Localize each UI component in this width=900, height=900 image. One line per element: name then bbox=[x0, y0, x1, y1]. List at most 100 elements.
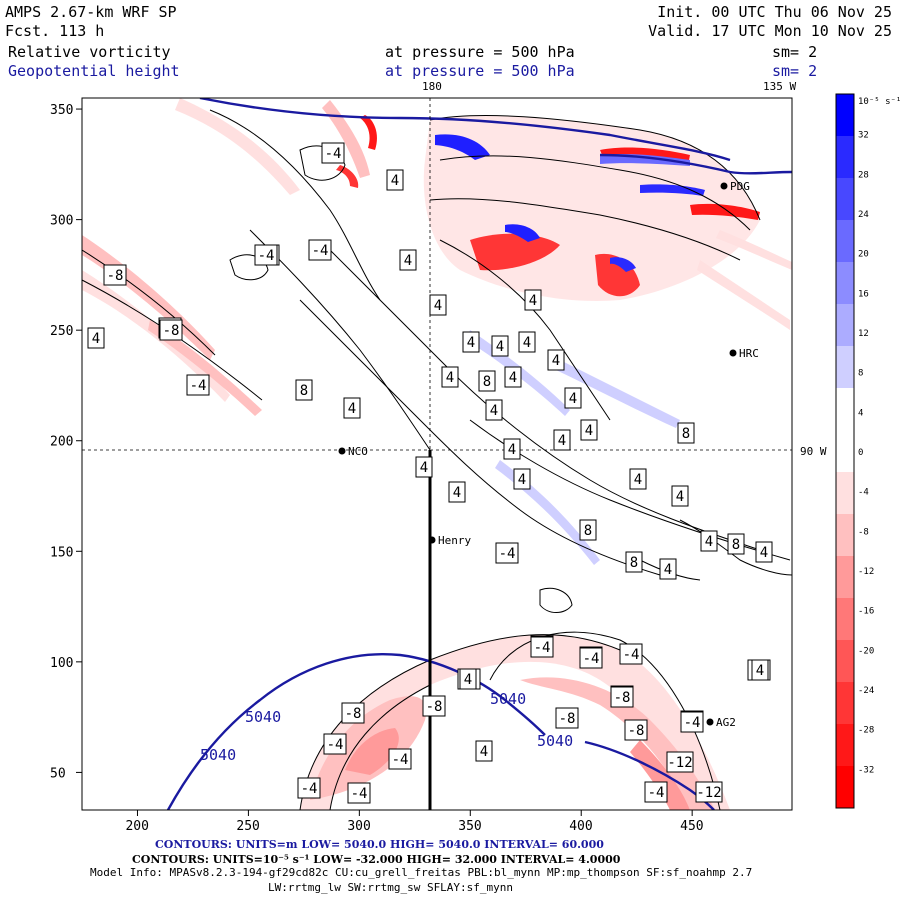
station-dot bbox=[720, 182, 728, 190]
label-value: 4 bbox=[518, 472, 526, 488]
footer-height-contours: CONTOURS: UNITS=m LOW= 5040.0 HIGH= 5040… bbox=[155, 838, 604, 851]
label-box bbox=[341, 702, 365, 724]
station-label: NCO bbox=[348, 445, 368, 458]
colorbar-tick-label: 0 bbox=[858, 448, 863, 458]
colorbar-segment bbox=[836, 514, 854, 557]
vorticity-contour-label: 4 bbox=[580, 419, 598, 441]
label-box bbox=[462, 331, 480, 353]
label-value: -4 bbox=[258, 248, 275, 264]
label-value: -4 bbox=[301, 781, 318, 797]
label-value: 4 bbox=[464, 672, 472, 688]
vorticity-contour-label: 4 bbox=[441, 366, 459, 388]
colorbar-tick-label: 12 bbox=[858, 329, 869, 339]
field2-name: Geopotential height bbox=[8, 62, 180, 80]
vorticity-contour-label: 8 bbox=[727, 533, 745, 555]
label-value: 4 bbox=[434, 298, 442, 314]
vorticity-contour-label: 4 bbox=[513, 468, 531, 490]
colorbar-unit: 10⁻⁵ s⁻¹ bbox=[858, 97, 900, 107]
label-box bbox=[323, 733, 347, 755]
label-box bbox=[186, 374, 210, 396]
vorticity-contour-label: 8 bbox=[295, 379, 313, 401]
label-box bbox=[580, 419, 598, 441]
label-value: 8 bbox=[732, 537, 740, 553]
vorticity-contour-label: 4 bbox=[343, 397, 361, 419]
label-box bbox=[478, 370, 496, 392]
colorbar-segment bbox=[836, 598, 854, 641]
y-tick-label: 200 bbox=[50, 435, 73, 450]
label-value: 4 bbox=[391, 173, 399, 189]
x-tick-label: 300 bbox=[347, 819, 370, 834]
vorticity-contour-label: 4 bbox=[547, 349, 565, 371]
y-tick-label: 50 bbox=[50, 766, 66, 781]
x-tick-label: 400 bbox=[569, 819, 592, 834]
vorticity-contour-label: -4 bbox=[644, 781, 668, 803]
colorbar-segment bbox=[836, 136, 854, 179]
vorticity-contour-label: 4 bbox=[564, 387, 582, 409]
label-box bbox=[619, 643, 643, 665]
label-value: -8 bbox=[163, 323, 180, 339]
height-label: 5040 bbox=[490, 690, 526, 708]
label-value: -4 bbox=[499, 546, 516, 562]
label-box bbox=[564, 387, 582, 409]
label-box bbox=[386, 169, 404, 191]
field1-name: Relative vorticity bbox=[8, 43, 171, 61]
label-box bbox=[295, 379, 313, 401]
label-box bbox=[553, 429, 571, 451]
valid-time: Valid. 17 UTC Mon 10 Nov 25 bbox=[648, 22, 892, 40]
label-box bbox=[727, 533, 745, 555]
vorticity-contour-label: 4 bbox=[462, 331, 480, 353]
label-box bbox=[547, 349, 565, 371]
label-value: 4 bbox=[446, 370, 454, 386]
field1-smoothing: sm= 2 bbox=[772, 43, 818, 61]
colorbar-tick-label: -24 bbox=[858, 686, 874, 696]
colorbar-segment bbox=[836, 640, 854, 683]
field1-level: at pressure = 500 hPa bbox=[385, 43, 575, 61]
vorticity-contour-label: -4 bbox=[254, 244, 278, 266]
label-value: -4 bbox=[648, 785, 665, 801]
label-value: 4 bbox=[569, 391, 577, 407]
vorticity-contour-label: 4 bbox=[87, 327, 105, 349]
colorbar-segment bbox=[836, 304, 854, 347]
colorbar-segment bbox=[836, 220, 854, 263]
label-box bbox=[700, 530, 718, 552]
vorticity-contour-label: 4 bbox=[671, 485, 689, 507]
label-value: 4 bbox=[508, 442, 516, 458]
vorticity-contour-label: 4 bbox=[399, 249, 417, 271]
label-value: 4 bbox=[676, 489, 684, 505]
lon-180-label: 180 bbox=[422, 80, 442, 93]
vorticity-contour-label: -4 bbox=[308, 239, 332, 261]
label-box bbox=[610, 686, 634, 708]
label-box bbox=[485, 399, 503, 421]
y-tick-label: 150 bbox=[50, 545, 73, 560]
label-box bbox=[308, 239, 332, 261]
colorbar-segment bbox=[836, 388, 854, 431]
label-box bbox=[751, 659, 769, 681]
forecast-hour: Fcst. 113 h bbox=[5, 22, 105, 40]
vorticity-contour-label: 4 bbox=[629, 468, 647, 490]
footer-model-info-2: LW:rrtmg_lw SW:rrtmg_sw SFLAY:sf_mynn bbox=[268, 881, 514, 894]
colorbar-segment bbox=[836, 178, 854, 221]
label-box bbox=[579, 519, 597, 541]
label-value: -4 bbox=[312, 243, 329, 259]
label-box bbox=[495, 542, 519, 564]
vorticity-contour-label: -4 bbox=[321, 142, 345, 164]
label-value: -8 bbox=[614, 690, 631, 706]
colorbar: 32 28 24 20 16 12 8 4 0 -4 -8 -12 -16 -20 -24 -28 -32 bbox=[835, 93, 874, 809]
label-value: 4 bbox=[453, 485, 461, 501]
label-box bbox=[503, 438, 521, 460]
colorbar-tick-label: 8 bbox=[858, 369, 863, 379]
vorticity-contour-label: -12 bbox=[666, 751, 694, 773]
vorticity-contour-label: 4 bbox=[491, 335, 509, 357]
station-dot bbox=[729, 349, 737, 357]
vorticity-contour-label: 4 bbox=[524, 289, 542, 311]
label-value: -4 bbox=[583, 651, 600, 667]
vorticity-contour-label: 4 bbox=[485, 399, 503, 421]
label-value: 4 bbox=[529, 293, 537, 309]
vorticity-contour-label: 4 bbox=[751, 659, 769, 681]
vorticity-contour-label: -4 bbox=[619, 643, 643, 665]
label-value: 4 bbox=[664, 562, 672, 578]
vorticity-contour-label: 4 bbox=[429, 294, 447, 316]
label-value: -4 bbox=[534, 640, 551, 656]
label-value: 4 bbox=[467, 335, 475, 351]
colorbar-segment bbox=[836, 766, 854, 809]
